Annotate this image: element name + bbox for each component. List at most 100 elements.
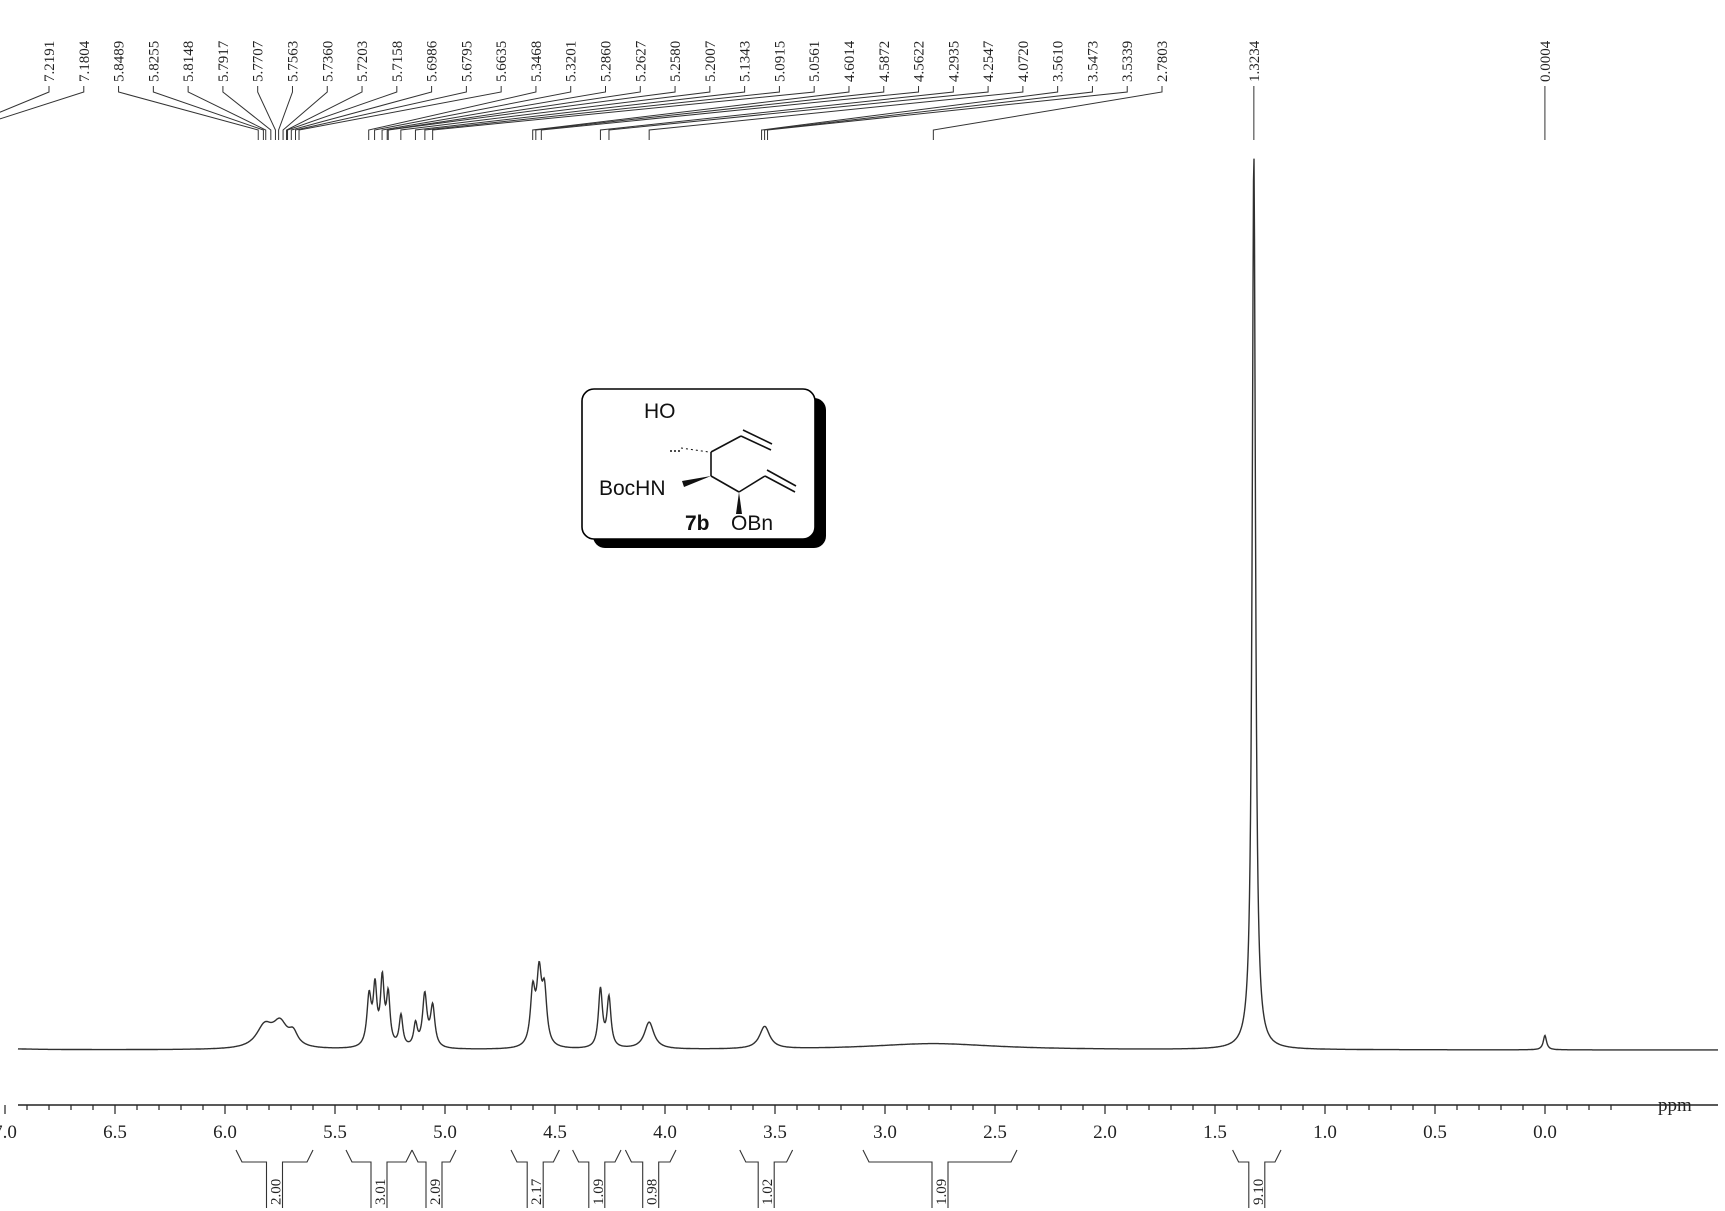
integral-bracket [235,1149,314,1208]
peak-connector [599,86,954,140]
integral-value-label: 2.00 [269,1179,285,1205]
peak-shift-label: 0.0004 [1538,40,1554,82]
peak-shift-label: 7.1804 [77,40,93,82]
peak-shift-label: 3.5339 [1120,41,1136,82]
peak-shift-label: 7.2191 [42,41,58,82]
x-tick-label: 0.0 [1533,1122,1557,1143]
x-tick-label: 4.5 [543,1122,567,1143]
x-tick-label: 6.0 [213,1122,237,1143]
peak-connector [152,86,264,140]
integral-bracket [411,1149,457,1208]
peak-shift-label: 4.5622 [912,41,928,82]
peak-shift-label: 5.7203 [355,41,371,82]
peak-label-layer: 7.2191 7.1804 5.8489 5.8255 5.8148 5.7917 5.77… [42,40,1554,82]
integral-bracket [1232,1149,1282,1208]
x-axis-unit-label: ppm [1658,1095,1692,1116]
peak-shift-label: 5.0561 [807,41,823,82]
peak-shift-label: 5.6986 [425,40,441,82]
peak-connector [222,86,272,140]
peak-shift-label: 5.6635 [494,41,510,82]
spectrum-trace [17,158,1718,1051]
peak-connector [298,86,502,140]
x-tick-label: 3.0 [873,1122,897,1143]
peak-shift-label: 5.1343 [738,41,754,82]
x-tick-label: 2.5 [983,1122,1007,1143]
molecule-skeleton [670,429,797,493]
peak-connector [424,86,780,140]
x-tick-label: 6.5 [103,1122,127,1143]
peak-shift-label: 5.7360 [320,41,336,82]
x-tick-label: 4.0 [653,1122,677,1143]
peak-connector [118,86,259,140]
peak-shift-label: 4.2547 [981,40,997,82]
peak-connector [532,86,850,140]
peak-shift-label: 5.2627 [633,40,649,82]
peak-connector [540,86,920,140]
integral-bracket [510,1149,560,1208]
peak-connector [387,86,676,140]
wedge-bond-n [682,476,711,487]
peak-shift-label: 5.2860 [599,41,615,82]
peak-shift-label: 5.6795 [459,41,475,82]
peak-connector [381,86,606,140]
peak-connector [290,86,433,140]
peak-connector [386,86,641,140]
peak-connector [0,86,50,113]
peak-connector [282,86,328,140]
peak-connector [608,86,989,140]
integral-bracket [345,1149,413,1208]
peak-connector [767,86,1128,140]
peak-connector [432,86,815,140]
peak-shift-label: 3.5610 [1051,41,1067,82]
peak-shift-label: 5.8148 [181,41,197,82]
peak-connector [932,86,1163,140]
x-tick-label: 5.5 [323,1122,347,1143]
bochn-group-label: BocHN [599,477,666,500]
integral-value-label: 2.17 [529,1178,545,1205]
integral-bracket [862,1149,1018,1208]
peak-connector [257,86,276,140]
peak-connector [286,86,363,140]
x-axis: 7.57.06.56.05.55.04.54.03.53.02.52.01.51… [0,1104,1718,1143]
integral-value-label: 2.09 [428,1179,444,1205]
peak-shift-label: 5.0915 [772,41,788,82]
peak-shift-label: 4.5872 [877,41,893,82]
peak-shift-label: 5.8255 [146,41,162,82]
peak-shift-label: 5.7158 [390,41,406,82]
peak-connector [295,86,467,140]
x-tick-label: 1.5 [1203,1122,1227,1143]
peak-shift-label: 5.3468 [529,41,545,82]
peak-connector [368,86,537,140]
peak-connector [648,86,1024,140]
peak-connector-layer [0,86,1546,140]
peak-shift-label: 2.7803 [1155,41,1171,82]
obn-group-label: OBn [731,512,773,535]
x-tick-label: 2.0 [1093,1122,1117,1143]
peak-connector [0,86,85,120]
integral-bracket [572,1149,622,1208]
integral-value-label: 1.02 [760,1179,776,1205]
peak-shift-label: 5.7917 [216,40,232,82]
x-tick-label: 1.0 [1313,1122,1337,1143]
peak-connector [374,86,572,140]
x-tick-label: 5.0 [433,1122,457,1143]
peak-connector [764,86,1093,140]
peak-shift-label: 4.2935 [946,41,962,82]
compound-label: 7b [685,512,710,535]
integral-value-label: 1.09 [934,1179,950,1205]
peak-shift-label: 3.5473 [1085,41,1101,82]
x-tick-label: 3.5 [763,1122,787,1143]
integral-bracket [739,1149,794,1208]
integral-value-label: 9.10 [1251,1179,1267,1205]
peak-connector [761,86,1059,140]
structure-inset: HO BocHN 7b OBn [581,388,828,549]
integral-value-label: 1.09 [591,1179,607,1205]
peak-connector [535,86,885,140]
integral-layer: 5.222.003.012.092.171.090.981.021.099.10 [235,1149,1282,1208]
peak-connector [278,86,293,140]
integral-bracket [624,1149,677,1208]
integral-value-label: 0.98 [645,1179,661,1205]
peak-shift-label: 5.3201 [564,41,580,82]
peak-shift-label: 5.8489 [112,41,128,82]
